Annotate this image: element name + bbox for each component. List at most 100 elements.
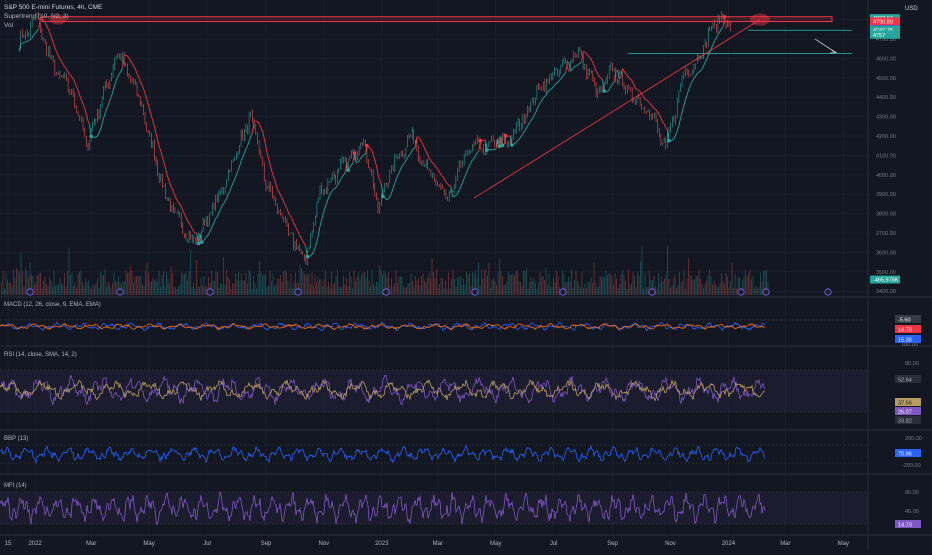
volume-bar xyxy=(520,282,521,295)
price-tick-label: 4200.00 xyxy=(876,134,896,140)
volume-bar xyxy=(93,284,94,295)
volume-bar xyxy=(369,281,370,295)
volume-bar xyxy=(364,272,365,295)
rsi-legend[interactable]: RSI (14, close, SMA, 14, 2) xyxy=(4,352,77,358)
volume-bar xyxy=(720,283,721,295)
earnings-event-icon[interactable] xyxy=(383,289,389,295)
volume-bar xyxy=(280,275,281,295)
volume-bar xyxy=(633,272,634,295)
volume-bar xyxy=(279,279,280,295)
volume-bar xyxy=(291,274,292,295)
earnings-event-icon[interactable] xyxy=(27,289,33,295)
volume-bar xyxy=(726,273,727,295)
volume-bar xyxy=(445,281,446,295)
volume-bar xyxy=(258,274,259,295)
supertrend-segment xyxy=(550,89,552,90)
volume-bar xyxy=(64,273,65,295)
earnings-event-icon[interactable] xyxy=(560,289,566,295)
volume-bar xyxy=(109,284,110,295)
volume-bar xyxy=(553,278,554,295)
buy-signal-dot xyxy=(306,255,310,259)
mfi-legend[interactable]: MFI (14) xyxy=(4,483,27,489)
earnings-event-icon[interactable] xyxy=(472,289,478,295)
volume-bar xyxy=(441,278,442,295)
price-tick-label: 3500.00 xyxy=(876,270,896,276)
volume-bar xyxy=(420,285,421,295)
volume-bar xyxy=(442,278,443,295)
volume-bar xyxy=(514,275,515,295)
volume-bar xyxy=(322,286,323,295)
volume-bar xyxy=(454,279,455,295)
volume-bar xyxy=(556,271,557,295)
volume-bar xyxy=(216,272,217,295)
volume-bar xyxy=(439,284,440,295)
volume-bar xyxy=(42,288,43,295)
volume-bar xyxy=(334,283,335,295)
earnings-event-icon[interactable] xyxy=(738,289,744,295)
buy-signal-dot xyxy=(510,143,514,147)
earnings-event-icon[interactable] xyxy=(825,289,831,295)
volume-bar xyxy=(255,283,256,295)
buy-signal-dot xyxy=(197,242,201,246)
volume-bar xyxy=(624,275,625,295)
volume-bar xyxy=(538,282,539,295)
volume-bar xyxy=(636,287,637,295)
earnings-event-icon[interactable] xyxy=(207,289,213,295)
volume-bar xyxy=(223,257,224,295)
volume-bar xyxy=(111,288,112,295)
price-tick-label: 4400.00 xyxy=(876,95,896,101)
earnings-event-icon[interactable] xyxy=(649,289,655,295)
volume-bar xyxy=(112,283,113,295)
volume-bar xyxy=(405,288,406,295)
currency-label[interactable]: USD xyxy=(905,6,918,12)
volume-bar xyxy=(543,276,544,295)
volume-bar xyxy=(672,286,673,295)
volume-bar xyxy=(142,285,143,295)
volume-bar xyxy=(589,283,590,295)
volume-bar xyxy=(349,272,350,295)
volume-bar xyxy=(127,273,128,295)
volume-bar xyxy=(466,272,467,295)
volume-bar xyxy=(108,282,109,295)
price-axis[interactable]: 4800.004700.004600.004500.004400.004300.… xyxy=(876,18,896,296)
volume-bar xyxy=(43,281,44,295)
supertrend-legend[interactable]: Supertrend (10, N2, 3) xyxy=(4,13,69,20)
earnings-event-icon[interactable] xyxy=(117,289,123,295)
bbp-legend[interactable]: BBP (13) xyxy=(4,436,28,442)
volume-bar xyxy=(598,286,599,295)
bbp-axis-200: 200.00 xyxy=(905,436,922,442)
volume-bar xyxy=(400,276,401,295)
volume-bar xyxy=(756,286,757,295)
volume-bar xyxy=(754,288,755,295)
volume-bar xyxy=(574,280,575,295)
volume-bar xyxy=(309,273,310,295)
volume-bar xyxy=(340,287,341,295)
volume-bar xyxy=(312,272,313,295)
time-tick-label: Jul xyxy=(550,541,558,547)
volume-bar xyxy=(396,270,397,295)
volume-bar xyxy=(535,283,536,295)
volume-bar xyxy=(256,288,257,295)
macd-legend[interactable]: MACD (12, 26, close, 9, EMA, EMA) xyxy=(4,302,101,308)
resistance-zone xyxy=(42,17,832,22)
volume-bar xyxy=(643,289,644,295)
volume-bar xyxy=(639,276,640,295)
volume-bar xyxy=(352,289,353,295)
svg-text:26.07: 26.07 xyxy=(898,410,912,416)
earnings-event-icon[interactable] xyxy=(763,289,769,295)
volume-bar xyxy=(583,288,584,295)
volume-legend[interactable]: Vol xyxy=(4,22,14,29)
volume-bar xyxy=(733,288,734,295)
volume-bar xyxy=(621,274,622,295)
volume-bar xyxy=(147,262,148,295)
volume-bar xyxy=(67,271,68,295)
volume-bar xyxy=(657,289,658,295)
price-tick-label: 3900.00 xyxy=(876,192,896,198)
volume-bar xyxy=(549,273,550,295)
volume-bar xyxy=(526,268,527,295)
earnings-event-icon[interactable] xyxy=(295,289,301,295)
mfi-pane xyxy=(0,492,868,525)
volume-bar xyxy=(729,287,730,295)
